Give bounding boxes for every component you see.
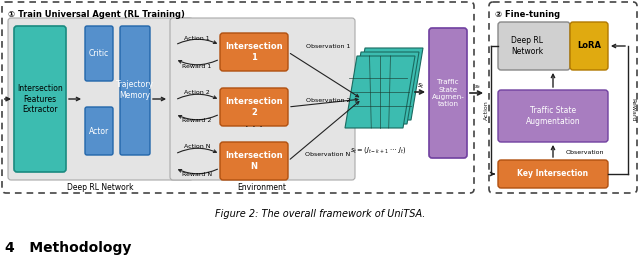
Text: Action N: Action N xyxy=(184,145,211,150)
Text: Intersection
2: Intersection 2 xyxy=(225,97,283,117)
Text: Intersection
N: Intersection N xyxy=(225,151,283,171)
FancyBboxPatch shape xyxy=(220,142,288,180)
Text: Actor: Actor xyxy=(89,126,109,136)
Text: Traffic
State
Augmen-
tation: Traffic State Augmen- tation xyxy=(431,79,465,107)
Text: Environment: Environment xyxy=(237,182,287,192)
Text: Deep RL
Network: Deep RL Network xyxy=(511,36,543,56)
Polygon shape xyxy=(345,56,415,128)
Polygon shape xyxy=(349,52,419,124)
FancyBboxPatch shape xyxy=(8,18,193,180)
Text: Action: Action xyxy=(483,100,488,120)
FancyBboxPatch shape xyxy=(120,26,150,155)
Text: Reward 1: Reward 1 xyxy=(182,63,212,68)
Text: ② Fine-tuning: ② Fine-tuning xyxy=(495,10,560,19)
FancyBboxPatch shape xyxy=(220,33,288,71)
Text: Reward 2: Reward 2 xyxy=(182,118,212,123)
Text: Observation 2: Observation 2 xyxy=(306,99,350,104)
Text: · · ·: · · · xyxy=(245,122,263,132)
FancyBboxPatch shape xyxy=(429,28,467,158)
Text: $s_t$: $s_t$ xyxy=(474,83,481,91)
FancyBboxPatch shape xyxy=(14,26,66,172)
Text: Deep RL Network: Deep RL Network xyxy=(67,182,133,192)
FancyBboxPatch shape xyxy=(498,22,570,70)
Text: Figure 2: The overall framework of UniTSA.: Figure 2: The overall framework of UniTS… xyxy=(215,209,425,219)
Text: Traffic State
Augmentation: Traffic State Augmentation xyxy=(525,106,580,126)
Text: Key Intersection: Key Intersection xyxy=(517,169,589,179)
Text: ① Train Universal Agent (RL Training): ① Train Universal Agent (RL Training) xyxy=(8,10,185,19)
Text: Intersection
Features
Extractor: Intersection Features Extractor xyxy=(17,84,63,114)
Text: Reward: Reward xyxy=(630,98,636,122)
FancyBboxPatch shape xyxy=(220,88,288,126)
FancyBboxPatch shape xyxy=(570,22,608,70)
Text: Action 1: Action 1 xyxy=(184,36,210,41)
FancyBboxPatch shape xyxy=(170,18,355,180)
FancyBboxPatch shape xyxy=(498,90,608,142)
Text: Action 2: Action 2 xyxy=(184,91,210,95)
Text: $s_t = (J_{t-k+1}\ \cdots\ J_t)$: $s_t = (J_{t-k+1}\ \cdots\ J_t)$ xyxy=(350,145,406,155)
FancyBboxPatch shape xyxy=(85,107,113,155)
Text: LoRA: LoRA xyxy=(577,41,601,51)
Polygon shape xyxy=(353,48,423,120)
FancyBboxPatch shape xyxy=(85,26,113,81)
Text: Reward N: Reward N xyxy=(182,172,212,177)
Text: $s_t$: $s_t$ xyxy=(417,81,425,91)
Text: Trajectory
Memory: Trajectory Memory xyxy=(116,80,154,100)
Text: 4   Methodology: 4 Methodology xyxy=(5,241,131,255)
Text: Observation: Observation xyxy=(566,150,605,155)
Text: Intersection
1: Intersection 1 xyxy=(225,42,283,62)
Text: Critic: Critic xyxy=(89,49,109,57)
Text: Observation 1: Observation 1 xyxy=(306,44,350,49)
FancyBboxPatch shape xyxy=(498,160,608,188)
Text: Observation N: Observation N xyxy=(305,153,351,158)
